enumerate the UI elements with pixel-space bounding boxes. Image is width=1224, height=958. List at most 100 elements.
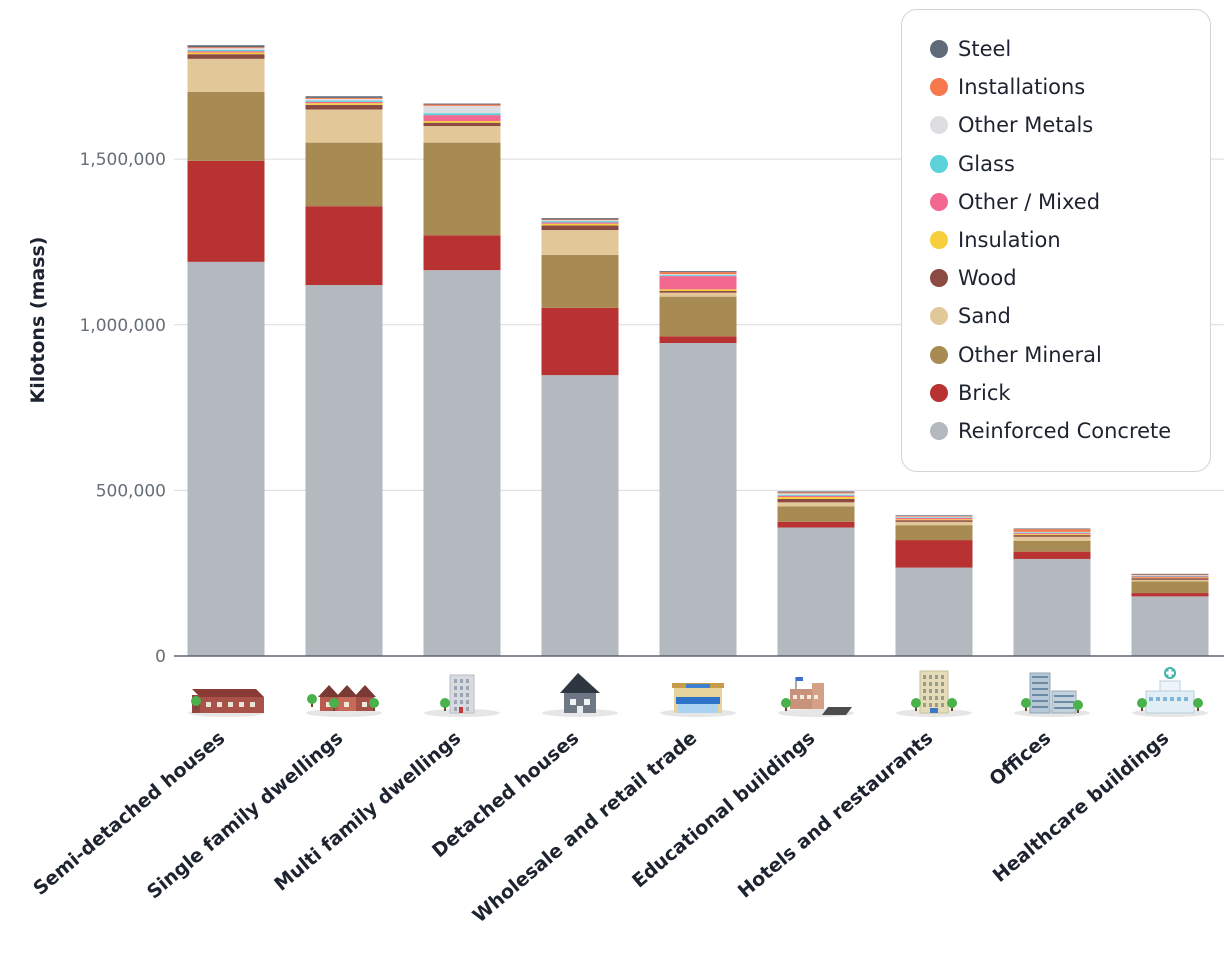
bar-segment	[305, 142, 383, 207]
legend-label: Sand	[958, 304, 1011, 329]
bar-segment	[187, 58, 265, 92]
legend-item[interactable]: Other Mineral	[930, 336, 1210, 374]
retail-store-icon	[660, 683, 736, 717]
bar-segment	[1131, 575, 1209, 577]
legend-item[interactable]: Insulation	[930, 221, 1210, 259]
bar-segment	[541, 221, 619, 223]
bar-segment	[541, 223, 619, 226]
bar-stack	[541, 218, 619, 656]
bar-segment	[423, 122, 501, 127]
bar-segment	[1131, 576, 1209, 578]
bar-segment	[1013, 536, 1091, 541]
bar-stack	[659, 271, 737, 656]
y-axis-title: Kilotons (mass)	[27, 237, 49, 404]
legend-item[interactable]: Glass	[930, 145, 1210, 183]
bar-segment	[187, 45, 265, 48]
legend-swatch	[930, 307, 948, 326]
bar-segment	[895, 517, 973, 520]
legend-swatch	[930, 154, 948, 173]
bar-stack	[777, 491, 855, 656]
x-tick-label: Offices	[985, 727, 1055, 791]
bar-segment	[187, 48, 265, 50]
bar-segment	[187, 54, 265, 59]
legend-swatch	[930, 40, 948, 59]
bar-segment	[423, 113, 501, 116]
bar-segment	[305, 104, 383, 110]
bar-stack	[1013, 528, 1091, 656]
legend-swatch	[930, 269, 948, 288]
bar-segment	[895, 515, 973, 516]
bar-segment	[1131, 574, 1209, 576]
legend-label: Reinforced Concrete	[958, 418, 1172, 443]
legend-label: Other Mineral	[958, 342, 1102, 367]
legend-swatch	[930, 383, 948, 402]
legend-item[interactable]: Installations	[930, 68, 1210, 106]
legend-swatch	[930, 192, 948, 211]
bar-segment	[777, 506, 855, 522]
bar-segment	[777, 492, 855, 494]
bar-segment	[305, 98, 383, 101]
y-tick-label: 500,000	[96, 481, 166, 501]
legend-item[interactable]: Brick	[930, 374, 1210, 412]
bar-segment	[659, 274, 737, 276]
bar-segment	[1013, 558, 1091, 656]
legend-item[interactable]: Reinforced Concrete	[930, 412, 1210, 450]
bar-segment	[659, 336, 737, 343]
bar-segment	[777, 497, 855, 500]
bar-segment	[659, 289, 737, 291]
x-tick-label: Single family dwellings	[143, 727, 347, 903]
bar-segment	[541, 307, 619, 376]
bar-segment	[541, 218, 619, 220]
bar-segment	[1131, 593, 1209, 597]
bar-segment	[187, 51, 265, 53]
bars	[187, 45, 1209, 656]
single-family-dwellings-icon	[306, 685, 382, 717]
bar-segment	[423, 115, 501, 122]
y-tick-label: 0	[155, 647, 166, 667]
bar-segment	[777, 527, 855, 656]
bar-segment	[777, 521, 855, 528]
legend-label: Brick	[958, 380, 1011, 405]
legend-item[interactable]: Steel	[930, 30, 1210, 68]
legend-swatch	[930, 116, 948, 135]
bar-segment	[777, 495, 855, 498]
bar-segment	[1131, 578, 1209, 580]
bar-segment	[187, 261, 265, 656]
bar-segment	[659, 296, 737, 337]
bar-segment	[895, 525, 973, 541]
bar-segment	[659, 275, 737, 277]
bar-segment	[541, 219, 619, 221]
bar-segment	[1013, 528, 1091, 530]
bar-segment	[659, 271, 737, 273]
bar-segment	[423, 105, 501, 114]
bar-segment	[305, 100, 383, 102]
bar-segment	[1131, 573, 1209, 575]
bar-segment	[1131, 579, 1209, 582]
bar-segment	[1013, 532, 1091, 534]
detached-house-icon	[542, 673, 618, 717]
bar-stack	[1131, 573, 1209, 656]
bar-segment	[777, 493, 855, 495]
legend-item[interactable]: Sand	[930, 297, 1210, 335]
x-tick-label: Multi family dwellings	[270, 727, 465, 896]
legend-item[interactable]: Other / Mixed	[930, 183, 1210, 221]
bar-segment	[895, 517, 973, 518]
bar-segment	[423, 104, 501, 106]
legend: Steel Installations Other Metals Glass Other…	[901, 9, 1211, 472]
bar-segment	[423, 235, 501, 271]
legend-label: Glass	[958, 151, 1015, 176]
legend-item[interactable]: Other Metals	[930, 106, 1210, 144]
bar-segment	[659, 276, 737, 290]
bar-segment	[1013, 535, 1091, 537]
bar-segment	[541, 225, 619, 231]
legend-label: Insulation	[958, 228, 1061, 253]
bar-segment	[187, 91, 265, 161]
bar-segment	[187, 49, 265, 52]
bar-segment	[541, 230, 619, 255]
legend-item[interactable]: Wood	[930, 259, 1210, 297]
bar-segment	[1013, 551, 1091, 559]
bar-segment	[305, 103, 383, 105]
bar-segment	[659, 272, 737, 275]
bar-segment	[1013, 540, 1091, 552]
